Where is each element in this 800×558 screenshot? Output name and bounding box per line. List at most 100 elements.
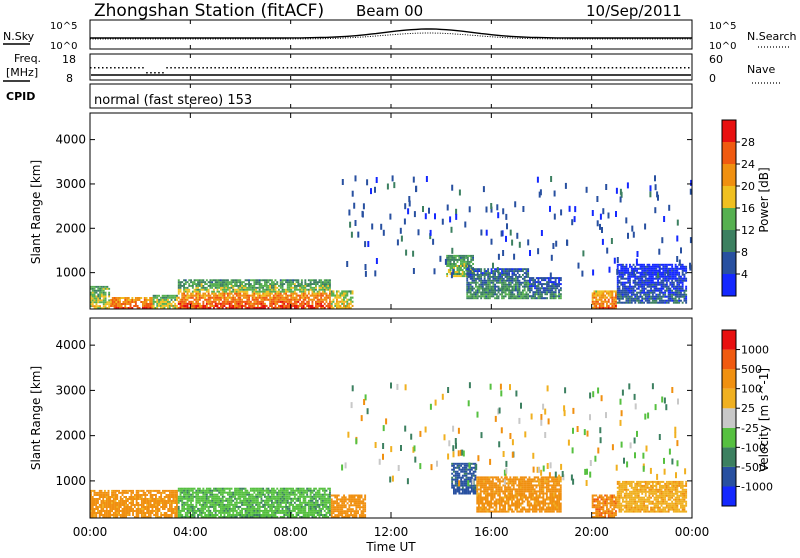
- heatmap-cell: [227, 492, 229, 494]
- heatmap-cell: [376, 258, 378, 264]
- heatmap-cell: [116, 498, 118, 500]
- heatmap-cell: [211, 303, 213, 305]
- heatmap-cell: [253, 496, 255, 498]
- heatmap-cell: [139, 512, 141, 514]
- heatmap-cell: [619, 302, 621, 304]
- heatmap-cell: [181, 490, 183, 492]
- freq-unit-label: [MHz]: [6, 66, 38, 79]
- heatmap-cell: [255, 498, 257, 500]
- heatmap-cell: [627, 300, 629, 302]
- heatmap-cell: [352, 292, 354, 294]
- heatmap-cell: [679, 260, 681, 266]
- heatmap-cell: [619, 280, 621, 282]
- heatmap-cell: [319, 305, 321, 307]
- heatmap-cell: [241, 303, 243, 305]
- nave-point: [291, 67, 293, 69]
- heatmap-cell: [245, 508, 247, 510]
- heatmap-cell: [664, 302, 666, 304]
- heatmap-cell: [556, 295, 558, 297]
- heatmap-cell: [204, 283, 206, 285]
- heatmap-cell: [136, 492, 138, 494]
- heatmap-cell: [506, 286, 508, 288]
- heatmap-cell: [159, 510, 161, 512]
- heatmap-cell: [225, 488, 227, 490]
- heatmap-cell: [224, 281, 226, 283]
- heatmap-cell: [324, 299, 326, 301]
- heatmap-cell: [319, 301, 321, 303]
- heatmap-cell: [499, 268, 501, 270]
- heatmap-cell: [326, 283, 328, 285]
- heatmap-cell: [238, 498, 240, 500]
- heatmap-cell: [206, 295, 208, 297]
- heatmap-cell: [553, 287, 555, 289]
- heatmap-cell: [458, 255, 460, 257]
- heatmap-cell: [199, 502, 201, 504]
- heatmap-cell: [680, 296, 682, 298]
- heatmap-cell: [645, 278, 647, 280]
- heatmap-cell: [640, 290, 642, 292]
- heatmap-cell: [511, 240, 513, 246]
- heatmap-cell: [315, 281, 317, 283]
- heatmap-cell: [239, 295, 241, 297]
- heatmap-cell: [157, 506, 159, 508]
- heatmap-cell: [652, 274, 654, 276]
- heatmap-cell: [517, 288, 519, 290]
- heatmap-cell: [466, 297, 468, 299]
- heatmap-cell: [101, 510, 103, 512]
- heatmap-cell: [114, 299, 116, 301]
- heatmap-cell: [652, 276, 654, 278]
- heatmap-cell: [484, 297, 486, 299]
- heatmap-cell: [273, 301, 275, 303]
- nave-point: [319, 67, 321, 69]
- heatmap-cell: [669, 278, 671, 280]
- heatmap-cell: [220, 498, 222, 500]
- heatmap-cell: [531, 285, 533, 287]
- heatmap-cell: [103, 301, 105, 303]
- heatmap-cell: [252, 496, 254, 498]
- heatmap-cell: [269, 287, 271, 289]
- heatmap-cell: [619, 270, 621, 272]
- heatmap-cell: [139, 496, 141, 498]
- heatmap-cell: [473, 288, 475, 290]
- heatmap-cell: [255, 281, 257, 283]
- heatmap-cell: [118, 500, 120, 502]
- heatmap-cell: [97, 500, 99, 502]
- heatmap-cell: [675, 292, 677, 294]
- nave-point: [243, 67, 245, 69]
- heatmap-cell: [197, 283, 199, 285]
- heatmap-cell: [227, 510, 229, 512]
- heatmap-cell: [510, 280, 512, 282]
- heatmap-cell: [460, 255, 462, 257]
- heatmap-cell: [282, 508, 284, 510]
- heatmap-cell: [206, 490, 208, 492]
- heatmap-cell: [146, 510, 148, 512]
- heatmap-cell: [463, 275, 465, 277]
- heatmap-cell: [264, 500, 266, 502]
- heatmap-cell: [510, 286, 512, 288]
- heatmap-cell: [239, 285, 241, 287]
- heatmap-cell: [338, 290, 340, 292]
- heatmap-cell: [199, 281, 201, 283]
- heatmap-cell: [541, 295, 543, 297]
- heatmap-cell: [282, 500, 284, 502]
- heatmap-cell: [289, 283, 291, 285]
- heatmap-cell: [199, 490, 201, 492]
- heatmap-cell: [103, 303, 105, 305]
- heatmap-cell: [475, 290, 477, 292]
- heatmap-cell: [544, 297, 546, 299]
- heatmap-cell: [365, 264, 367, 270]
- heatmap-cell: [183, 297, 185, 299]
- heatmap-cell: [262, 504, 264, 506]
- heatmap-cell: [544, 279, 546, 281]
- heatmap-cell: [617, 298, 619, 300]
- heatmap-cell: [638, 272, 640, 274]
- heatmap-cell: [171, 510, 173, 512]
- heatmap-cell: [227, 301, 229, 303]
- heatmap-cell: [234, 506, 236, 508]
- heatmap-cell: [273, 287, 275, 289]
- heatmap-cell: [92, 299, 94, 301]
- heatmap-cell: [470, 295, 472, 297]
- heatmap-cell: [520, 297, 522, 299]
- heatmap-cell: [604, 290, 606, 292]
- heatmap-cell: [657, 298, 659, 300]
